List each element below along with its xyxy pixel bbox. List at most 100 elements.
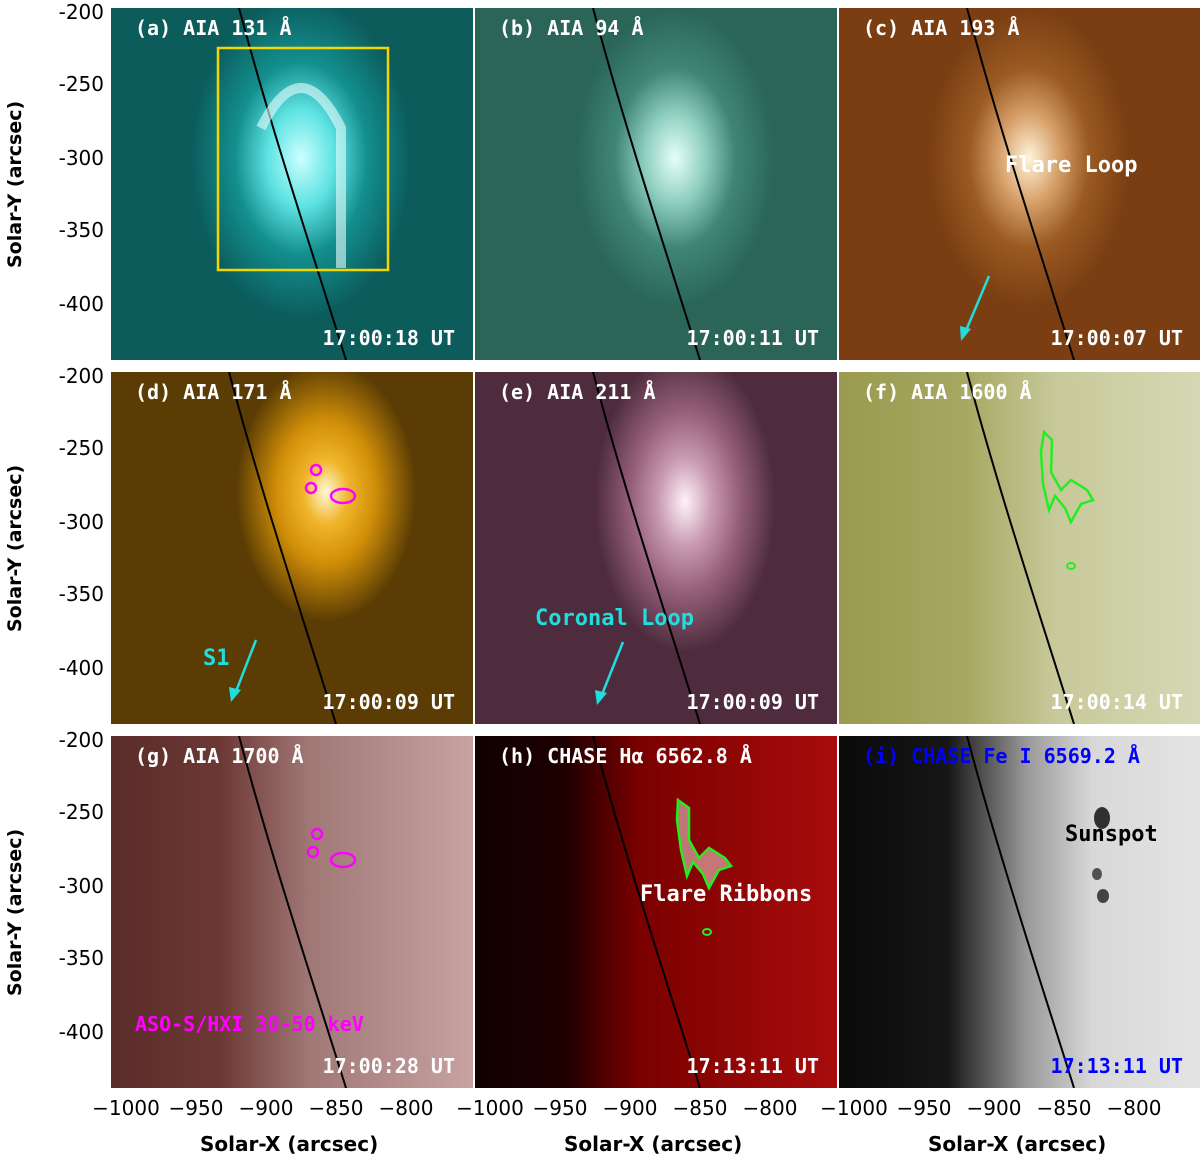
hxi-contour — [329, 487, 357, 505]
solar-limb — [592, 372, 701, 724]
x-tick: −850 — [308, 1096, 364, 1120]
x-tick: −900 — [238, 1096, 294, 1120]
y-axis-label: Solar-Y (arcsec) — [4, 464, 26, 632]
s1-label: S1 — [203, 646, 230, 671]
y-tick: -200 — [58, 728, 104, 752]
hxi-contour — [309, 463, 323, 477]
y-tick: -350 — [58, 582, 104, 606]
x-axis-label: Solar-X (arcsec) — [928, 1132, 1107, 1156]
arrow-head — [595, 690, 607, 705]
y-axis-label: Solar-Y (arcsec) — [4, 100, 26, 268]
solar-limb — [592, 736, 701, 1088]
panel-time: 17:00:11 UT — [686, 326, 819, 350]
ribbon-contour — [702, 928, 712, 936]
panel-time: 17:13:11 UT — [686, 1054, 819, 1078]
hxi-contour — [304, 481, 318, 495]
x-tick: −800 — [742, 1096, 798, 1120]
panel-time: 17:00:28 UT — [322, 1054, 455, 1078]
panel-g-aia-1700: (g) AIA 1700 Å ASO-S/HXI 30-50 keV 17:00… — [111, 736, 473, 1088]
panel-c-aia-193: (c) AIA 193 Å Flare Loop 17:00:07 UT — [839, 8, 1200, 360]
x-tick: −800 — [1106, 1096, 1162, 1120]
panel-b-overlay — [592, 8, 701, 360]
panel-f-aia-1600: (f) AIA 1600 Å 17:00:14 UT — [839, 372, 1200, 724]
sunspot-shape — [1092, 868, 1102, 880]
x-tick: −1000 — [92, 1096, 160, 1120]
solar-limb — [228, 372, 337, 724]
flare-ribbons-label: Flare Ribbons — [640, 882, 813, 907]
solar-limb — [966, 8, 1075, 360]
panel-a-overlay — [216, 8, 390, 360]
panel-label: (i) CHASE Fe I 6569.2 Å — [863, 744, 1140, 768]
x-tick: −900 — [602, 1096, 658, 1120]
ribbon-contour — [675, 797, 734, 891]
panel-h-chase-halpha: (h) CHASE Hα 6562.8 Å Flare Ribbons 17:1… — [475, 736, 837, 1088]
y-tick: -350 — [58, 218, 104, 242]
x-tick: −950 — [896, 1096, 952, 1120]
panel-i-overlay — [966, 736, 1110, 1088]
flare-loop-shape — [256, 83, 346, 268]
solar-limb — [966, 372, 1075, 724]
y-tick: -400 — [58, 656, 104, 680]
zoom-box — [216, 46, 390, 272]
arrow-line — [963, 275, 991, 334]
hxi-contour — [306, 845, 320, 859]
y-tick: -400 — [58, 1020, 104, 1044]
y-tick: -200 — [58, 0, 104, 24]
x-axis-label: Solar-X (arcsec) — [200, 1132, 379, 1156]
panel-g-overlay — [238, 736, 357, 1088]
hxi-contour — [329, 851, 357, 869]
x-tick: −900 — [966, 1096, 1022, 1120]
solar-limb — [592, 8, 701, 360]
arrow-line — [233, 639, 258, 695]
panel-label: (a) AIA 131 Å — [135, 16, 292, 40]
panel-b-aia-94: (b) AIA 94 Å 17:00:11 UT — [475, 8, 837, 360]
coronal-loop-label: Coronal Loop — [535, 606, 694, 631]
ribbon-contour — [1066, 562, 1076, 570]
sunspot-shape — [1097, 889, 1109, 903]
y-tick: -400 — [58, 292, 104, 316]
solar-limb — [238, 736, 347, 1088]
panel-label: (f) AIA 1600 Å — [863, 380, 1032, 404]
y-axis-label: Solar-Y (arcsec) — [4, 828, 26, 996]
arrow-head — [960, 326, 971, 341]
x-tick: −950 — [168, 1096, 224, 1120]
panel-e-aia-211: (e) AIA 211 Å Coronal Loop 17:00:09 UT — [475, 372, 837, 724]
panel-time: 17:00:14 UT — [1050, 690, 1183, 714]
panel-h-overlay — [592, 736, 734, 1088]
x-tick: −1000 — [820, 1096, 888, 1120]
panel-time: 17:00:18 UT — [322, 326, 455, 350]
x-tick: −1000 — [456, 1096, 524, 1120]
panel-e-overlay — [592, 372, 701, 724]
panel-time: 17:13:11 UT — [1050, 1054, 1183, 1078]
hxi-contour — [310, 827, 324, 841]
panel-label: (h) CHASE Hα 6562.8 Å — [499, 744, 752, 768]
panel-a-aia-131: (a) AIA 131 Å 17:00:18 UT — [111, 8, 473, 360]
solar-limb — [966, 736, 1075, 1088]
panel-label: (d) AIA 171 Å — [135, 380, 292, 404]
x-axis-label: Solar-X (arcsec) — [564, 1132, 743, 1156]
x-tick: −850 — [1036, 1096, 1092, 1120]
hxi-label: ASO-S/HXI 30-50 keV — [135, 1012, 364, 1036]
x-tick: −950 — [532, 1096, 588, 1120]
panel-d-aia-171: (d) AIA 171 Å S1 17:00:09 UT — [111, 372, 473, 724]
panel-c-overlay — [960, 8, 1075, 360]
x-tick: −800 — [378, 1096, 434, 1120]
panel-time: 17:00:07 UT — [1050, 326, 1183, 350]
y-tick: -250 — [58, 72, 104, 96]
sunspot-shape — [1094, 807, 1110, 829]
panel-d-overlay — [228, 372, 357, 724]
flare-loop-label: Flare Loop — [1005, 153, 1138, 178]
panel-time: 17:00:09 UT — [322, 690, 455, 714]
panel-f-overlay — [966, 372, 1095, 724]
x-tick: −850 — [672, 1096, 728, 1120]
y-tick: -300 — [58, 146, 104, 170]
y-tick: -250 — [58, 436, 104, 460]
y-tick: -300 — [58, 510, 104, 534]
ribbon-contour — [1039, 429, 1095, 525]
panel-label: (e) AIA 211 Å — [499, 380, 656, 404]
panel-label: (c) AIA 193 Å — [863, 16, 1020, 40]
panel-i-chase-fe: (i) CHASE Fe I 6569.2 Å Sunspot 17:13:11… — [839, 736, 1200, 1088]
arrow-head — [229, 687, 241, 702]
y-tick: -200 — [58, 364, 104, 388]
panel-label: (b) AIA 94 Å — [499, 16, 644, 40]
